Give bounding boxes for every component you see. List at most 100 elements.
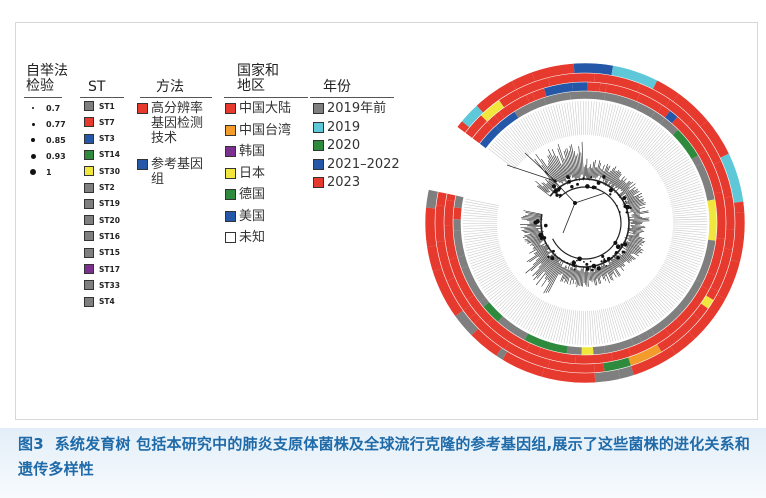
tip-label-line [561, 103, 569, 137]
branch-line [565, 149, 574, 179]
bootstrap-node [572, 260, 575, 262]
ring-segment [541, 367, 596, 383]
ring-segment [707, 237, 726, 276]
ring-segment [448, 257, 475, 300]
tip-label-line [484, 273, 514, 294]
branch-line [564, 262, 571, 280]
tip-label-line [608, 307, 619, 341]
tip-label-line [537, 304, 552, 336]
tip-label-line [522, 117, 541, 148]
tip-label-line [669, 247, 703, 258]
st-legend-item: ST19 [84, 198, 120, 209]
bootstrap-dot-icon [31, 138, 35, 142]
branch-line [627, 230, 642, 233]
st-swatch [84, 231, 94, 242]
branch-line [535, 257, 558, 286]
ring-segment [444, 199, 455, 226]
branch-line [547, 149, 565, 182]
bootstrap-node [616, 205, 618, 207]
branch-line [566, 263, 574, 284]
branch-line [548, 154, 564, 182]
tip-label-line [618, 304, 632, 336]
tip-label-line [495, 282, 521, 307]
tip-label-line [463, 230, 498, 235]
ring-segment [720, 153, 744, 203]
tip-label-line [587, 101, 590, 136]
branch-line [607, 264, 614, 275]
ring-segment [707, 199, 717, 241]
ring-segment [463, 305, 477, 319]
ring-segment [497, 315, 529, 341]
bootstrap-legend-rule [24, 97, 62, 98]
branch-line [582, 266, 584, 287]
branch-line [608, 259, 620, 277]
year-swatch [313, 103, 324, 114]
branch-line [566, 148, 575, 178]
branch-line [598, 168, 601, 176]
branch-line [547, 266, 563, 293]
branch-line [533, 242, 547, 250]
tip-label-line [553, 307, 563, 341]
ring-segment [531, 63, 575, 82]
ring-segment [637, 83, 671, 107]
ring-segment [465, 115, 488, 139]
branch-line [528, 213, 541, 217]
st-legend-item: ST1 [84, 101, 115, 111]
tip-label-line [659, 268, 690, 288]
branch-line [621, 254, 630, 262]
tip-label-line [606, 104, 617, 138]
tip-label-line [563, 102, 571, 137]
branch-line [626, 209, 641, 214]
branch-line [627, 229, 645, 233]
branch-line [595, 266, 600, 284]
tip-label-line [671, 237, 706, 244]
branch-line [570, 267, 574, 278]
branch-line [608, 264, 617, 278]
method-swatch [137, 103, 148, 114]
ring-segment [574, 352, 613, 364]
tip-label-line [603, 309, 611, 343]
tip-label-line [656, 152, 685, 173]
bootstrap-legend-item: 0.85 [26, 135, 66, 145]
tip-label-line [652, 278, 680, 301]
bootstrap-node [551, 184, 557, 189]
ring-segment [650, 306, 683, 335]
region-legend-label: 韩国 [239, 144, 266, 159]
branch-line [560, 267, 565, 275]
bootstrap-node [605, 265, 608, 267]
tip-label-line [468, 248, 501, 259]
tip-label-line [558, 308, 567, 343]
branch-line [630, 206, 646, 212]
tip-label-line [488, 148, 516, 170]
backbone-arc [552, 186, 622, 260]
tip-label-line [605, 308, 614, 342]
tip-label-line [466, 242, 500, 251]
method-legend-label: 高分辨率基因检测技术 [151, 101, 204, 146]
branch-line [527, 238, 541, 244]
year-swatch [313, 140, 324, 151]
tip-label-line [646, 135, 671, 161]
tip-label-line [672, 233, 707, 239]
bootstrap-dot-icon [32, 107, 34, 109]
branch-line [629, 219, 649, 221]
st-legend-label: ST19 [99, 199, 120, 209]
branch-line [529, 245, 544, 254]
ring-segment [432, 268, 464, 317]
tip-label-line [580, 101, 583, 136]
tip-label-line [499, 135, 524, 161]
branch-line [626, 190, 640, 199]
ring-segment [723, 196, 735, 230]
tip-label-line [663, 261, 695, 278]
branch-line [575, 269, 579, 285]
year-legend-item: 2019年前 [313, 101, 386, 116]
ring-segment [686, 119, 722, 165]
bootstrap-legend-item: 1 [26, 167, 52, 177]
branch-line [625, 250, 632, 255]
ring-segment [605, 83, 641, 102]
tip-label-line [650, 141, 677, 165]
branch-line [589, 272, 591, 281]
bootstrap-node [585, 266, 590, 271]
branch-line [564, 158, 571, 178]
tip-label-line [587, 310, 589, 345]
tip-label-line [599, 102, 606, 137]
